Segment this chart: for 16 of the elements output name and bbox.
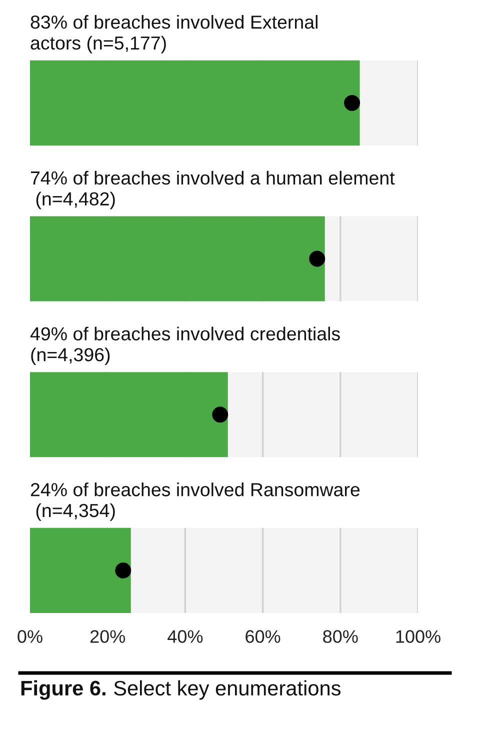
x-tick-label: 40%: [168, 630, 203, 643]
text: Select key enumerations: [114, 680, 340, 700]
x-tick-label: 20%: [90, 630, 126, 643]
x-tick-label: 80%: [323, 630, 358, 643]
point: [344, 94, 360, 111]
x-tick-label: 100%: [396, 630, 440, 643]
point: [115, 562, 132, 578]
point: [309, 250, 326, 267]
y-tick-label: 74% of breaches involved a human element (n=4,482): [30, 170, 395, 210]
point: [212, 406, 228, 423]
x-tick-label: 60%: [246, 630, 280, 643]
caption: Figure 6.: [21, 680, 106, 700]
y-tick-label: 83% of breaches involved External actors (n=5,177): [30, 15, 318, 54]
y-tick-label: 49% of breaches involved credentials (n=4,396): [30, 326, 340, 366]
x-tick-label: 0%: [18, 630, 42, 643]
y-tick-label: 24% of breaches involved Ransomware (n=4,354): [30, 482, 360, 521]
